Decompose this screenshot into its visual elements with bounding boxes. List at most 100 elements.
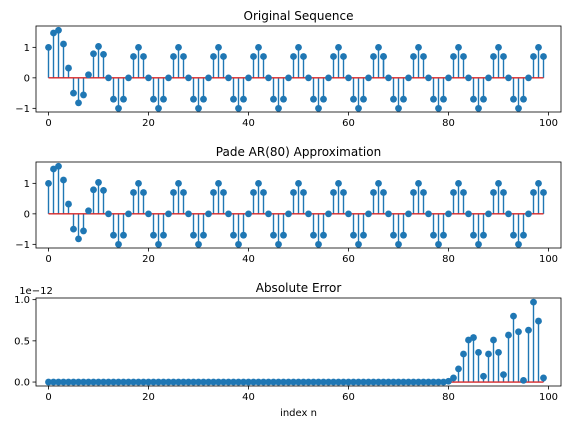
stem-marker: [260, 189, 267, 196]
stem-marker: [450, 53, 457, 60]
x-tick-label: 80: [442, 254, 455, 265]
stem-marker: [75, 99, 82, 107]
stem-marker: [385, 74, 392, 82]
stem-marker: [145, 378, 152, 386]
stem-marker: [145, 74, 152, 82]
stem-marker: [70, 225, 77, 233]
stem-marker: [535, 43, 542, 51]
stem-marker: [515, 104, 522, 112]
stem-marker: [225, 210, 232, 218]
stem-marker: [190, 231, 197, 239]
stem-marker: [220, 53, 227, 60]
x-tick-label: 40: [242, 392, 255, 403]
stem-marker: [310, 231, 317, 239]
stem-marker: [330, 378, 337, 386]
stem-marker: [480, 231, 487, 239]
stem-marker: [480, 95, 487, 103]
stem-marker: [260, 53, 267, 60]
stem-marker: [240, 231, 247, 239]
stem-marker: [185, 74, 192, 82]
x-tick-label: 100: [539, 118, 558, 129]
stem-marker: [390, 95, 397, 103]
y-tick-label: 1: [24, 43, 30, 54]
stem-marker: [325, 210, 332, 218]
stem-marker: [470, 334, 477, 341]
y-tick-label: 1: [24, 179, 30, 190]
stem-marker: [435, 104, 442, 112]
stem-marker: [305, 378, 312, 386]
stem-marker: [140, 189, 147, 196]
x-tick-label: 40: [242, 118, 255, 129]
stem-marker: [475, 104, 482, 112]
stem-marker: [100, 50, 107, 58]
stem-marker: [230, 95, 237, 103]
stem-marker: [75, 378, 82, 386]
x-tick-label: 20: [142, 254, 155, 265]
stem-marker: [380, 378, 387, 386]
stem-marker: [330, 53, 337, 60]
y-tick-label: 0: [24, 73, 30, 84]
stem-marker: [60, 40, 67, 48]
stem-marker: [215, 179, 222, 187]
stem-marker: [215, 378, 222, 386]
stem-marker: [130, 378, 137, 386]
stem-marker: [395, 240, 402, 248]
stem-marker: [410, 378, 417, 386]
stem-marker: [430, 95, 437, 103]
panel-absolute-error: Absolute Error index n 1e−12 0 20 40 60 80 10…: [14, 281, 562, 419]
stem-marker: [295, 179, 302, 187]
stem-marker: [250, 378, 257, 386]
x-tick-label: 0: [45, 392, 51, 403]
stem-marker: [245, 378, 252, 386]
stem-marker: [535, 317, 542, 325]
x-tick-label: 60: [342, 118, 355, 129]
stem-marker: [220, 378, 227, 386]
stem-marker: [335, 43, 342, 51]
panel-title: Original Sequence: [244, 9, 354, 23]
stem-marker: [375, 179, 382, 187]
stem-marker: [90, 50, 97, 58]
stem-marker: [90, 186, 97, 194]
stem-marker: [300, 378, 307, 386]
stem-marker: [140, 53, 147, 60]
stem-marker: [120, 231, 127, 239]
stem-marker: [250, 189, 257, 196]
stem-marker: [470, 231, 477, 239]
stem-marker: [55, 26, 62, 34]
stem-marker: [290, 189, 297, 196]
stem-marker: [85, 71, 92, 79]
stem-marker: [460, 350, 467, 358]
stem-marker: [65, 200, 72, 208]
stem-marker: [50, 165, 57, 173]
stem-marker: [520, 95, 527, 103]
stem-marker: [160, 378, 167, 386]
stem-marker: [495, 348, 502, 356]
stem-marker: [190, 95, 197, 103]
stem-marker: [505, 74, 512, 82]
stem-marker: [45, 179, 52, 187]
stem-marker: [205, 74, 212, 82]
stem-marker: [430, 231, 437, 239]
stem-marker: [540, 189, 547, 196]
stem-marker: [460, 189, 467, 196]
stem-marker: [420, 378, 427, 386]
stem-marker: [305, 210, 312, 218]
stem-marker: [500, 371, 507, 379]
stem-marker: [200, 378, 207, 386]
stem-marker: [315, 378, 322, 386]
stem-marker: [475, 348, 482, 356]
stem-marker: [450, 189, 457, 196]
stem-marker: [490, 53, 497, 60]
stem-marker: [95, 179, 102, 186]
axes-frame: [35, 25, 562, 113]
stem-marker: [515, 240, 522, 248]
stem-marker: [410, 53, 417, 60]
stem-marker: [215, 43, 222, 51]
stem-marker: [400, 378, 407, 386]
stem-marker: [405, 74, 412, 82]
stem-marker: [425, 74, 432, 82]
stem-marker: [335, 378, 342, 386]
stem-marker: [320, 378, 327, 386]
stem-marker: [530, 189, 537, 196]
stem-marker: [45, 378, 52, 386]
